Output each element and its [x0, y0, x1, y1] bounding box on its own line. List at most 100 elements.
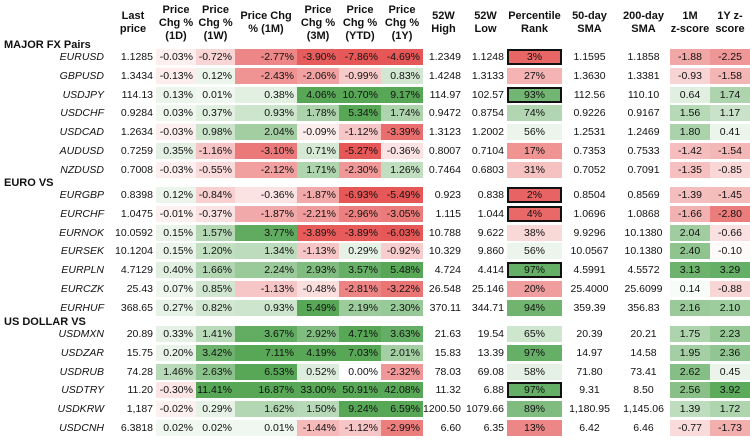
- cell-low-52w: 1.2002: [471, 126, 504, 139]
- table-row: USDZAR 15.75 0.20% 3.42% 7.11% 4.19% 7.03% 2.01…: [0, 344, 750, 362]
- cell-sma-200: 10.1380: [624, 245, 663, 258]
- section-title: EURO VS: [4, 177, 54, 189]
- cell-zscore-1y: -2.25: [710, 49, 750, 65]
- cell-zscore-1y: -0.88: [710, 281, 750, 297]
- cell-percentile-rank: 56%: [507, 243, 562, 260]
- cell-zscore-1y: -1.45: [710, 187, 750, 203]
- cell-low-52w: 13.39: [477, 346, 504, 359]
- cell-high-52w: 370.11: [429, 301, 461, 314]
- cell-chg-3m: -2.21%: [297, 205, 339, 222]
- table-row: USDJPY 114.13 0.13% 0.01% 0.38% 4.06% 10.70% 9.…: [0, 86, 750, 104]
- column-header-zscore-1y: 1Y z- score: [715, 10, 745, 35]
- cell-zscore-1y: -2.80: [710, 205, 750, 222]
- cell-last-price: 11.20: [127, 384, 154, 397]
- table-row: NZDUSD 0.7008 -0.03% -0.55% -2.12% 1.71% -2.30…: [0, 161, 750, 179]
- cell-chg-ytd: 5.34%: [339, 105, 381, 122]
- cell-low-52w: 0.7104: [471, 145, 504, 157]
- cell-high-52w: 4.724: [434, 264, 461, 277]
- cell-high-52w: 1.4248: [428, 69, 461, 82]
- cell-percentile-rank: 74%: [507, 105, 562, 122]
- cell-high-52w: 1.2349: [428, 51, 461, 63]
- cell-zscore-1m: 0.64: [670, 86, 710, 103]
- cell-chg-1y: -0.36%: [381, 143, 423, 159]
- cell-chg-1m: 3.77%: [235, 224, 297, 241]
- cell-sma-50: 9.31: [579, 384, 600, 397]
- pair-label: USDZAR: [60, 346, 104, 359]
- cell-sma-200: 0.9167: [627, 107, 660, 120]
- cell-chg-1y: 1.26%: [381, 161, 423, 178]
- cell-sma-200: 0.8569: [627, 189, 660, 201]
- cell-low-52w: 69.08: [477, 365, 504, 378]
- cell-low-52w: 1.044: [477, 207, 504, 220]
- cell-sma-200: 73.41: [630, 365, 657, 378]
- cell-zscore-1m: 1.56: [670, 105, 710, 122]
- cell-sma-50: 1,180.95: [569, 403, 610, 416]
- cell-chg-3m: -1.13%: [297, 243, 339, 260]
- cell-percentile-rank: 97%: [507, 262, 562, 279]
- table-row: USDTRY 11.20 -0.30% 11.41% 16.87% 33.00% 50.91…: [0, 381, 750, 399]
- cell-high-52w: 0.8007: [428, 145, 461, 157]
- pair-label: GBPUSD: [59, 69, 104, 82]
- table-row: USDCNH 6.3818 0.02% 0.02% 0.01% -1.44% -1.12% -…: [0, 419, 750, 437]
- cell-chg-1m: -1.87%: [235, 205, 297, 222]
- cell-chg-1w: 1.20%: [196, 243, 235, 260]
- cell-zscore-1m: 1.75: [670, 326, 710, 342]
- cell-percentile-rank: 97%: [507, 344, 562, 361]
- cell-sma-200: 0.7091: [627, 163, 660, 176]
- cell-chg-1m: 16.87%: [235, 382, 297, 399]
- cell-chg-1d: 0.12%: [156, 187, 196, 203]
- cell-chg-ytd: 9.24%: [339, 401, 381, 418]
- cell-chg-3m: -3.90%: [297, 49, 339, 65]
- cell-chg-1w: 2.63%: [196, 363, 235, 380]
- cell-high-52w: 10.788: [428, 226, 461, 239]
- column-header-last-price: Last price: [119, 10, 147, 35]
- cell-chg-1y: 6.59%: [381, 401, 423, 418]
- table-row: USDKRW 1,187 -0.02% 0.29% 1.62% 1.50% 9.24% 6.5…: [0, 400, 750, 418]
- cell-chg-1d: 0.15%: [156, 224, 196, 241]
- cell-chg-ytd: 4.71%: [339, 326, 381, 342]
- column-header-chg-1m: Price Chg % (1M): [240, 10, 292, 35]
- cell-zscore-1m: 1.39: [670, 401, 710, 418]
- cell-chg-1w: 0.29%: [196, 401, 235, 418]
- cell-sma-200: 8.50: [633, 384, 654, 397]
- column-header-chg-1w: Price Chg % (1W): [198, 3, 233, 42]
- cell-chg-1y: 1.74%: [381, 105, 423, 122]
- cell-percentile-rank: 89%: [507, 401, 562, 418]
- cell-percentile-rank: 94%: [507, 299, 562, 316]
- cell-chg-ytd: 0.00%: [339, 363, 381, 380]
- cell-sma-50: 9.9296: [573, 226, 606, 239]
- cell-zscore-1y: 0.41: [710, 124, 750, 141]
- cell-zscore-1m: 2.04: [670, 224, 710, 241]
- cell-chg-3m: 2.92%: [297, 326, 339, 342]
- cell-chg-1d: 0.07%: [156, 281, 196, 297]
- cell-chg-1m: 2.04%: [235, 124, 297, 141]
- table-row: EURGBP 0.8398 0.12% -0.84% -0.36% -1.87% -6.93…: [0, 186, 750, 204]
- cell-sma-200: 356.83: [627, 301, 660, 314]
- cell-chg-1m: -2.77%: [235, 49, 297, 65]
- cell-percentile-rank: 27%: [507, 67, 562, 84]
- cell-chg-ytd: -2.30%: [339, 161, 381, 178]
- cell-high-52w: 114.97: [429, 88, 461, 101]
- cell-percentile-rank: 93%: [507, 86, 562, 103]
- cell-chg-3m: -3.89%: [297, 224, 339, 241]
- cell-sma-200: 1,145.06: [623, 403, 664, 416]
- table-row: USDCHF 0.9284 0.03% 0.37% 0.93% 1.78% 5.34% 1.7…: [0, 104, 750, 122]
- cell-sma-200: 20.21: [630, 328, 657, 340]
- cell-chg-1m: 1.34%: [235, 243, 297, 260]
- cell-low-52w: 344.71: [471, 301, 504, 314]
- cell-zscore-1m: 3.13: [670, 262, 710, 279]
- cell-zscore-1m: 2.16: [670, 299, 710, 316]
- pair-label: USDCNH: [59, 422, 104, 434]
- cell-zscore-1y: -0.85: [710, 161, 750, 178]
- cell-high-52w: 15.83: [434, 346, 461, 359]
- cell-chg-1d: 0.03%: [156, 105, 196, 122]
- cell-zscore-1m: -1.88: [670, 49, 710, 65]
- column-header-chg-1y: Price Chg % (1Y): [384, 3, 420, 42]
- cell-last-price: 10.0592: [115, 226, 153, 239]
- pair-label: EURNOK: [59, 226, 104, 239]
- cell-low-52w: 102.57: [471, 88, 504, 101]
- cell-percentile-rank: 17%: [507, 143, 562, 159]
- cell-chg-1w: -0.55%: [196, 161, 235, 178]
- cell-chg-1y: 0.83%: [381, 67, 423, 84]
- cell-chg-1y: -3.22%: [381, 281, 423, 297]
